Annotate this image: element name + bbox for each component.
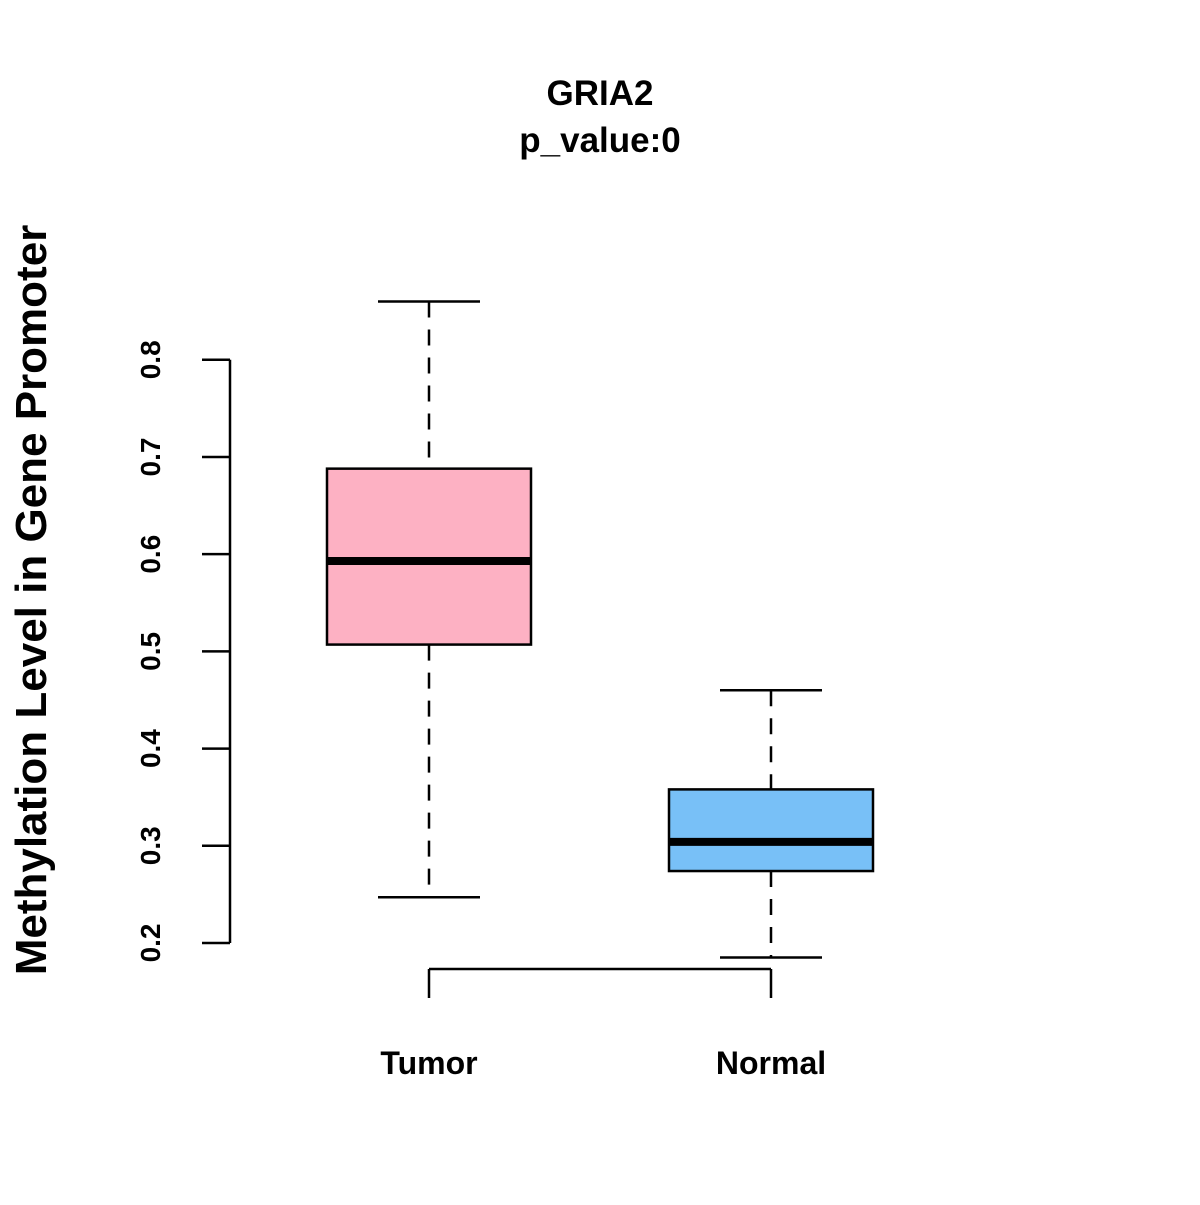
y-axis: 0.2 0.3 0.4 0.5 0.6 0.7 0.8 bbox=[135, 340, 232, 962]
x-category-label: Normal bbox=[716, 1045, 826, 1081]
iqr-box bbox=[667, 788, 875, 873]
y-tick-label: 0.4 bbox=[135, 729, 166, 768]
box-tumor bbox=[325, 300, 533, 899]
iqr-box bbox=[325, 467, 533, 646]
chart-subtitle: p_value:0 bbox=[519, 121, 680, 160]
boxes-group bbox=[325, 300, 875, 959]
y-tick-label: 0.7 bbox=[135, 438, 166, 477]
box-normal bbox=[667, 689, 875, 959]
y-tick-label: 0.8 bbox=[135, 340, 166, 379]
x-axis: Tumor Normal bbox=[380, 967, 826, 1081]
y-tick-label: 0.6 bbox=[135, 535, 166, 574]
chart-title: GRIA2 bbox=[547, 74, 654, 113]
y-tick-label: 0.2 bbox=[135, 923, 166, 962]
x-category-label: Tumor bbox=[380, 1045, 477, 1081]
y-axis-label: Methylation Level in Gene Promoter bbox=[7, 225, 56, 976]
y-tick-label: 0.5 bbox=[135, 632, 166, 671]
y-tick-label: 0.3 bbox=[135, 826, 166, 865]
